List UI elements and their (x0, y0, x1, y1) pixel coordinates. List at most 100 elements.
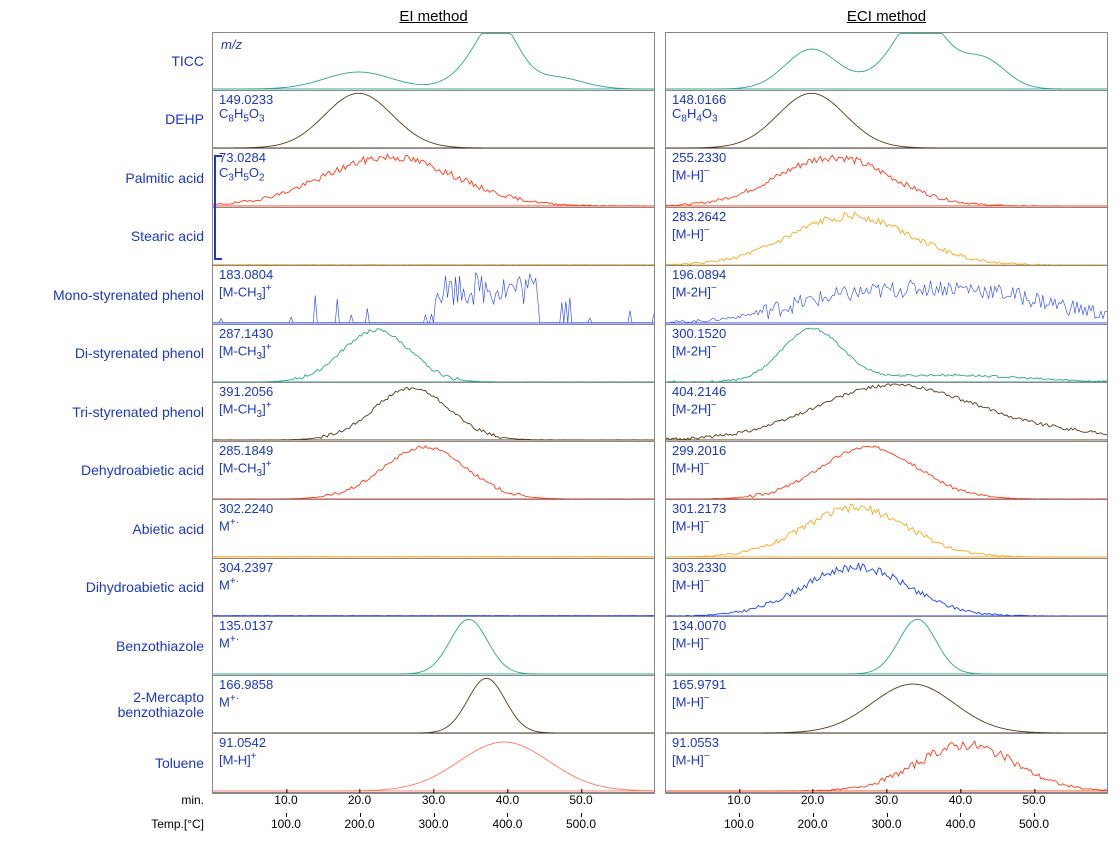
annotation: 301.2173[M-H]− (672, 502, 726, 534)
row-label: Stearic acid (12, 208, 212, 267)
figure-container: EI method ECI method TICC m/z DEHP149.0233… (0, 0, 1120, 851)
row-label: TICC (12, 32, 212, 91)
row-label: Palmitic acid (12, 149, 212, 208)
axis-temp-label: Temp.[°C] (151, 817, 204, 835)
panel-eci: 148.0166C8H4O3 (665, 91, 1108, 150)
min-tick: 50.0 (569, 793, 592, 807)
row-label: Mono-styrenated phenol (12, 266, 212, 325)
min-tick: 20.0 (348, 793, 371, 807)
chromatogram-curve (213, 149, 654, 207)
annotation: 404.2146[M-2H]− (672, 385, 726, 417)
min-tick: 30.0 (422, 793, 445, 807)
chromatogram-curve (213, 676, 654, 734)
chromatogram-curve (213, 325, 654, 383)
method-title-eci: ECI method (665, 8, 1108, 32)
panel-ei (212, 208, 655, 267)
chromatogram-curve (213, 33, 654, 90)
panel-ei: 135.0137M+· (212, 617, 655, 676)
panel-ei: 285.1849[M-CH3]+ (212, 442, 655, 501)
panel-eci: 299.2016[M-H]− (665, 442, 1108, 501)
min-tick: 40.0 (949, 793, 972, 807)
min-tick: 20.0 (801, 793, 824, 807)
panel-ei: 183.0804[M-CH3]+ (212, 266, 655, 325)
chromatogram-curve (666, 442, 1107, 500)
panel-eci (665, 32, 1108, 91)
axis-min-label: min. (181, 793, 204, 811)
chromatogram-curve (213, 500, 654, 558)
panel-ei: 391.2056[M-CH3]+ (212, 383, 655, 442)
temp-tick: 500.0 (1019, 817, 1049, 831)
row-label: Dihydroabietic acid (12, 559, 212, 618)
min-tick: 10.0 (274, 793, 297, 807)
annotation: 283.2642[M-H]− (672, 210, 726, 242)
row-label: DEHP (12, 91, 212, 150)
chromatogram-curve (666, 617, 1107, 675)
chromatogram-curve (666, 149, 1107, 207)
method-title-ei: EI method (212, 8, 655, 32)
axis-panel-right: 10.020.030.040.050.0100.0200.0300.0400.0… (665, 793, 1108, 847)
chromatogram-curve (213, 383, 654, 441)
annotation: 303.2330[M-H]− (672, 561, 726, 593)
panel-ei: 149.0233C8H5O3 (212, 91, 655, 150)
annotation: 148.0166C8H4O3 (672, 93, 726, 126)
panel-ei: 287.1430[M-CH3]+ (212, 325, 655, 384)
panel-eci: 303.2330[M-H]− (665, 559, 1108, 618)
annotation: 300.1520[M-2H]− (672, 327, 726, 359)
annotation: 285.1849[M-CH3]+ (219, 444, 273, 479)
panel-eci: 301.2173[M-H]− (665, 500, 1108, 559)
min-tick: 30.0 (875, 793, 898, 807)
panel-eci: 134.0070[M-H]− (665, 617, 1108, 676)
chromatogram-curve (666, 559, 1107, 617)
annotation: 196.0894[M-2H]− (672, 268, 726, 300)
panel-eci: 165.9791[M-H]− (665, 676, 1108, 735)
annotation: 255.2330[M-H]− (672, 151, 726, 183)
row-label: Tri-styrenated phenol (12, 383, 212, 442)
panel-ei: 302.2240M+· (212, 500, 655, 559)
panel-ei: m/z (212, 32, 655, 91)
panel-eci: 404.2146[M-2H]− (665, 383, 1108, 442)
temp-tick: 300.0 (418, 817, 448, 831)
chromatogram-curve (666, 734, 1107, 792)
panel-eci: 196.0894[M-2H]− (665, 266, 1108, 325)
chromatogram-curve (213, 559, 654, 617)
annotation: 134.0070[M-H]− (672, 619, 726, 651)
panel-ei: 73.0284C3H5O2 (212, 149, 655, 208)
panel-eci: 283.2642[M-H]− (665, 208, 1108, 267)
annotation: 166.9858M+· (219, 678, 273, 710)
chromatogram-curve (666, 325, 1107, 383)
annotation: 135.0137M+· (219, 619, 273, 651)
chromatogram-curve (213, 208, 654, 266)
annotation: 165.9791[M-H]− (672, 678, 726, 710)
row-label: Di-styrenated phenol (12, 325, 212, 384)
temp-tick: 200.0 (345, 817, 375, 831)
annotation: 287.1430[M-CH3]+ (219, 327, 273, 362)
temp-tick: 400.0 (945, 817, 975, 831)
axis-area: min. Temp.[°C] 10.0 20.0 30.0 40.0 50.0 100.0… (12, 793, 1108, 847)
temp-tick: 200.0 (798, 817, 828, 831)
shared-ion-bracket (214, 155, 222, 260)
row-label: Abietic acid (12, 500, 212, 559)
panel-eci: 300.1520[M-2H]− (665, 325, 1108, 384)
annotation: 73.0284C3H5O2 (219, 151, 266, 184)
chromatogram-curve (213, 734, 654, 792)
mz-label: m/z (221, 37, 242, 52)
chromatogram-curve (666, 383, 1107, 441)
min-tick: 40.0 (496, 793, 519, 807)
chromatogram-curve (666, 676, 1107, 734)
temp-tick: 100.0 (271, 817, 301, 831)
chromatogram-curve (666, 500, 1107, 558)
panel-ei: 166.9858M+· (212, 676, 655, 735)
annotation: 299.2016[M-H]− (672, 444, 726, 476)
annotation: 183.0804[M-CH3]+ (219, 268, 273, 303)
header-row: EI method ECI method (12, 8, 1108, 32)
panel-eci: 255.2330[M-H]− (665, 149, 1108, 208)
chromatogram-curve (666, 208, 1107, 266)
row-label: Benzothiazole (12, 617, 212, 676)
annotation: 391.2056[M-CH3]+ (219, 385, 273, 420)
panel-ei: 91.0542[M-H]+ (212, 734, 655, 793)
row-label: Dehydroabietic acid (12, 442, 212, 501)
chromatogram-curve (213, 266, 654, 324)
chromatogram-curve (666, 33, 1107, 90)
rows-area: TICC m/z DEHP149.0233C8H5O3 148.0166C8H4O3 P… (12, 32, 1108, 793)
temp-tick: 500.0 (566, 817, 596, 831)
